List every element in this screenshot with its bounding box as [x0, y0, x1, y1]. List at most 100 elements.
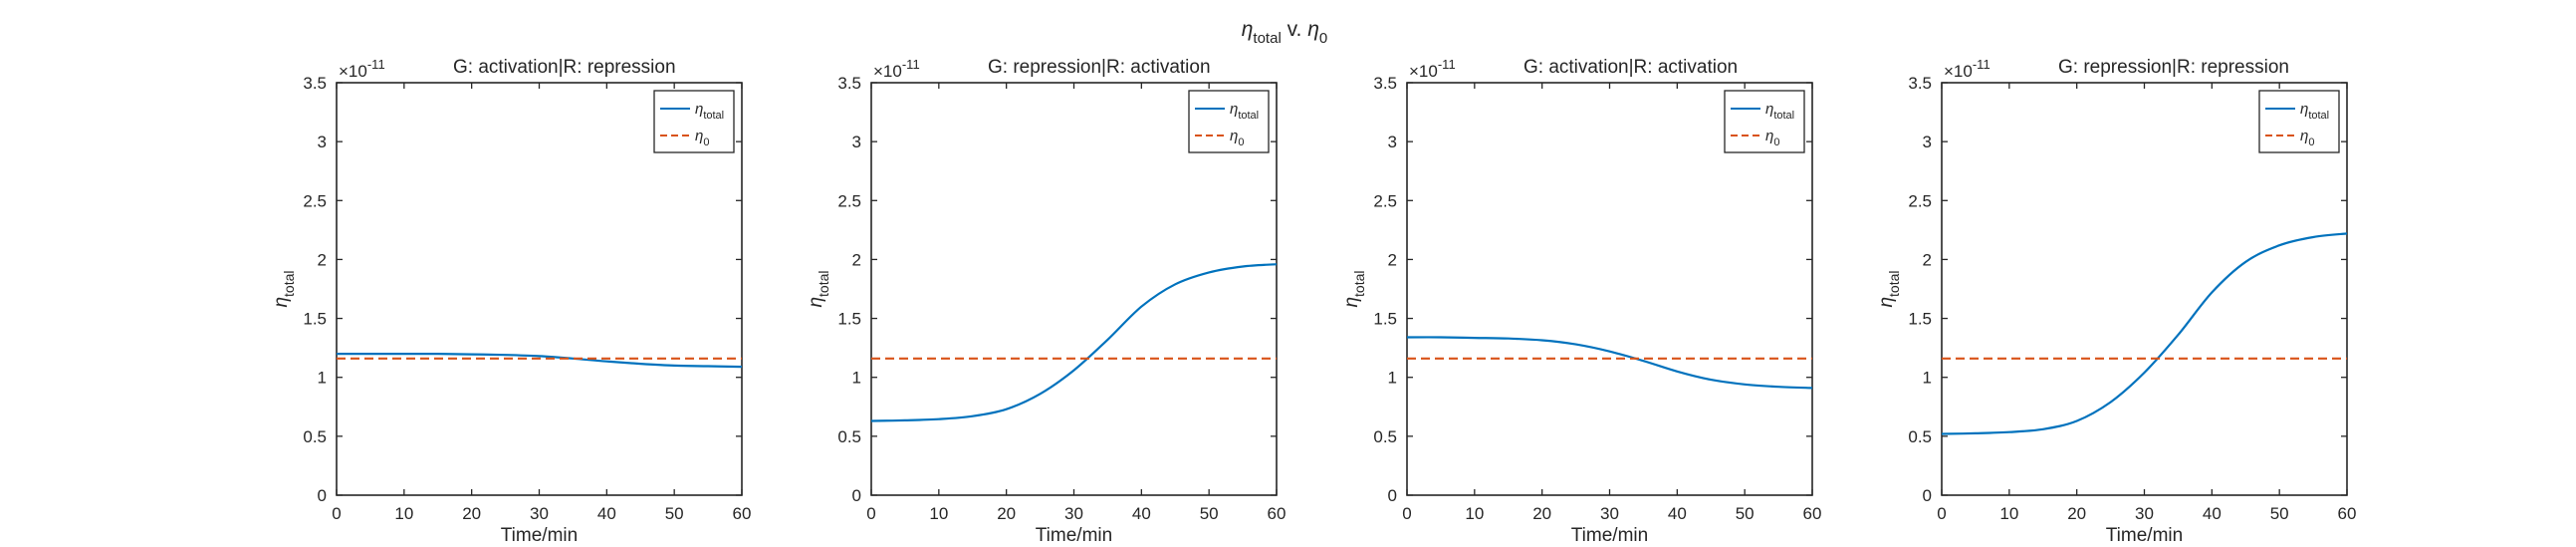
y-label-sub: total	[1886, 270, 1902, 296]
x-tick-label: 50	[2270, 504, 2289, 523]
x-tick-label: 10	[1999, 504, 2018, 523]
y-label-eta: η	[1341, 297, 1362, 308]
x-tick-label: 20	[997, 504, 1016, 523]
x-tick-label: 40	[597, 504, 616, 523]
legend-entry: η0	[2300, 128, 2314, 148]
exponent-base: ×10	[1409, 62, 1438, 81]
legend-sub: total	[1238, 110, 1259, 122]
x-tick-label: 50	[1736, 504, 1755, 523]
y-tick-label: 2.5	[303, 191, 327, 210]
y-axis-label: ηtotal	[271, 270, 297, 307]
legend-eta: η	[1765, 101, 1773, 118]
legend-eta: η	[2300, 128, 2308, 144]
subplot-title: G: activation|R: activation	[1523, 57, 1738, 78]
x-tick-label: 30	[530, 504, 549, 523]
y-label-sub: total	[281, 270, 297, 296]
subplot-3: 0 10 20 30 40 50 60 0 0.5 1 1.5 2 2.5 3 3.5 ×10-11 G: ac…	[1341, 57, 1821, 546]
series-line-eta-total	[870, 263, 1278, 422]
y-tick-label: 0.5	[1373, 427, 1397, 446]
x-tick-label: 60	[733, 504, 752, 523]
y-tick-label: 2	[1388, 250, 1397, 269]
x-axis-label: Time/min	[1036, 525, 1112, 546]
y-tick-label: 1.5	[837, 310, 861, 329]
y-exponent-label: ×10-11	[1409, 57, 1456, 81]
legend-sub: 0	[2308, 137, 2314, 148]
y-tick-label: 3.5	[837, 74, 861, 93]
legend-box	[1724, 90, 1805, 153]
x-tick-label: 0	[866, 504, 875, 523]
x-tick-label: 40	[1132, 504, 1151, 523]
legend-box	[653, 90, 735, 153]
exponent-base: ×10	[873, 62, 902, 81]
suptitle-eta: η	[1242, 18, 1254, 41]
y-tick-label: 0	[1923, 486, 1932, 505]
x-tick-label: 60	[1803, 504, 1822, 523]
subplot-title: G: repression|R: repression	[2058, 57, 2289, 78]
legend-eta: η	[1765, 128, 1773, 144]
x-tick-label: 0	[1937, 504, 1946, 523]
y-label-eta: η	[271, 297, 292, 308]
y-tick-label: 2	[1923, 250, 1932, 269]
x-tick-label: 40	[1668, 504, 1687, 523]
y-tick-label: 2.5	[1373, 191, 1397, 210]
y-tick-label: 1.5	[303, 310, 327, 329]
legend-eta: η	[2300, 101, 2308, 118]
x-axis-label: Time/min	[2106, 525, 2183, 546]
y-tick-label: 3.5	[1373, 74, 1397, 93]
y-tick-label: 1	[852, 369, 861, 388]
y-tick-label: 1.5	[1908, 310, 1932, 329]
series-line-eta-total	[336, 352, 743, 369]
subplot-1: 0 10 20 30 40 50 60 0 0.5 1 1.5 2 2.5 3 3.5 ×10-11 G: ac…	[271, 57, 751, 546]
legend-sub: 0	[1773, 137, 1779, 148]
legend-sub: 0	[1238, 137, 1244, 148]
subplot-2: 0 10 20 30 40 50 60 0 0.5 1 1.5 2 2.5 3 3.5 ×10-11 G: re…	[806, 57, 1286, 546]
subplot-4: 0 10 20 30 40 50 60 0 0.5 1 1.5 2 2.5 3 3.5 ×10-11 G: re…	[1876, 57, 2356, 546]
exponent-base: ×10	[1944, 62, 1973, 81]
y-tick-label: 2	[852, 250, 861, 269]
x-tick-label: 0	[332, 504, 341, 523]
legend-eta: η	[1230, 128, 1238, 144]
y-tick-label: 0	[852, 486, 861, 505]
legend-entry: η0	[1230, 128, 1244, 148]
y-exponent-label: ×10-11	[339, 57, 385, 81]
legend-entry: η0	[1765, 128, 1779, 148]
y-tick-label: 0.5	[1908, 427, 1932, 446]
exponent-power: -11	[1973, 57, 1991, 72]
y-label-sub: total	[816, 270, 831, 296]
legend-entry: ηtotal	[1230, 101, 1259, 122]
legend-sub: total	[1773, 110, 1794, 122]
x-tick-label: 50	[1200, 504, 1219, 523]
y-axis-label: ηtotal	[806, 270, 831, 307]
y-axis-label: ηtotal	[1876, 270, 1902, 307]
exponent-power: -11	[902, 57, 920, 72]
suptitle-sub-0: 0	[1319, 30, 1327, 47]
x-tick-label: 50	[665, 504, 684, 523]
y-tick-label: 0	[1388, 486, 1397, 505]
legend-box	[1188, 90, 1270, 153]
y-tick-label: 2.5	[837, 191, 861, 210]
x-tick-label: 20	[1532, 504, 1551, 523]
y-exponent-label: ×10-11	[873, 57, 920, 81]
suptitle-sub-total: total	[1253, 30, 1281, 47]
x-tick-label: 60	[1268, 504, 1287, 523]
y-tick-label: 1	[1923, 369, 1932, 388]
legend-box	[2258, 90, 2340, 153]
suptitle-mid: v.	[1282, 18, 1307, 41]
y-label-sub: total	[1351, 270, 1367, 296]
y-tick-label: 0.5	[303, 427, 327, 446]
y-tick-label: 2	[318, 250, 327, 269]
y-tick-label: 3	[318, 133, 327, 151]
x-axis-label: Time/min	[1571, 525, 1648, 546]
y-tick-label: 3	[852, 133, 861, 151]
exponent-base: ×10	[339, 62, 367, 81]
y-tick-label: 2.5	[1908, 191, 1932, 210]
y-tick-label: 3.5	[1908, 74, 1932, 93]
exponent-power: -11	[367, 57, 385, 72]
y-tick-label: 0.5	[837, 427, 861, 446]
subplot-title: G: repression|R: activation	[988, 57, 1211, 78]
legend-entry: ηtotal	[695, 101, 724, 122]
series-line-eta-total	[1406, 336, 1813, 390]
